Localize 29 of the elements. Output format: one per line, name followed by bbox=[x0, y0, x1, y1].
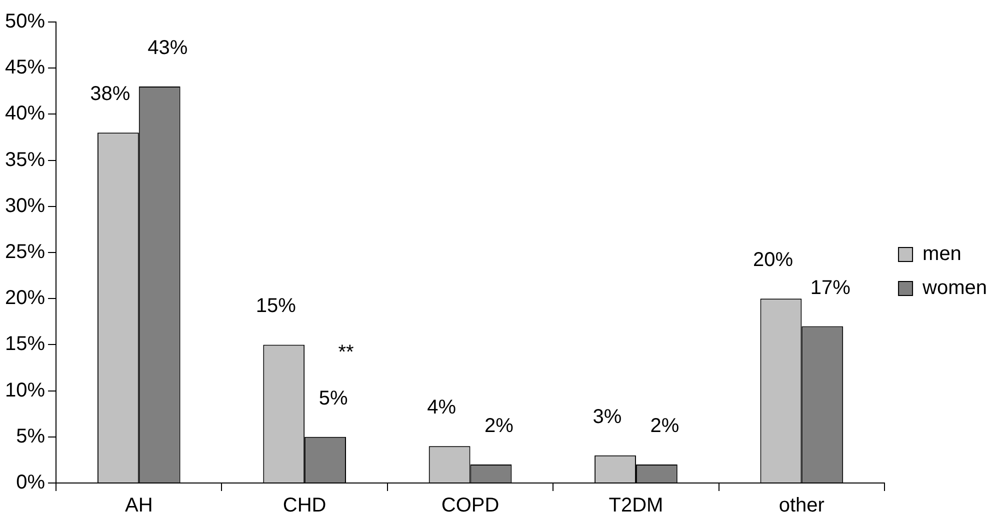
y-tick-label: 10% bbox=[5, 379, 46, 402]
data-label: 15% bbox=[256, 295, 296, 318]
data-label: 38% bbox=[90, 83, 130, 106]
data-label: 5% bbox=[318, 387, 348, 410]
y-tick-label: 30% bbox=[5, 194, 46, 217]
data-label: 4% bbox=[427, 396, 456, 419]
annotation: ** bbox=[338, 342, 354, 364]
x-tick-label: other bbox=[778, 494, 825, 517]
y-tick-label: 40% bbox=[5, 102, 46, 125]
data-label: 43% bbox=[148, 37, 188, 60]
y-tick-label: 50% bbox=[5, 10, 46, 33]
data-label: 20% bbox=[752, 249, 794, 272]
y-tick-label: 35% bbox=[5, 148, 46, 171]
legend-label: men bbox=[922, 243, 962, 266]
x-tick-label: COPD bbox=[441, 494, 500, 517]
y-tick-label: 20% bbox=[5, 287, 46, 310]
y-tick-label: 25% bbox=[5, 241, 46, 264]
x-tick-label: CHD bbox=[282, 494, 326, 517]
y-tick-label: 45% bbox=[5, 56, 46, 79]
data-label: 2% bbox=[650, 415, 680, 438]
y-tick-label: 5% bbox=[16, 425, 46, 448]
y-tick-label: 15% bbox=[5, 333, 46, 356]
data-label: 17% bbox=[810, 276, 851, 299]
x-tick-label: T2DM bbox=[608, 494, 664, 517]
legend-label: women bbox=[922, 277, 988, 300]
x-tick-label: AH bbox=[124, 494, 153, 517]
data-label: 3% bbox=[592, 406, 622, 428]
data-label: 2% bbox=[484, 415, 514, 438]
y-tick-label: 0% bbox=[16, 472, 46, 494]
